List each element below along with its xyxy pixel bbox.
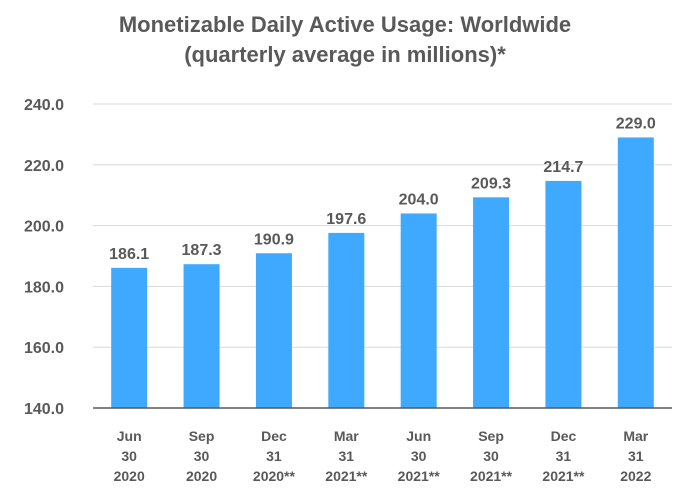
data-label: 204.0	[399, 191, 439, 208]
bar	[111, 267, 148, 408]
x-tick-label: Dec	[551, 428, 577, 444]
data-label: 190.9	[254, 231, 294, 248]
x-tick-label: 30	[121, 448, 137, 464]
x-tick-label: 31	[339, 448, 355, 464]
x-tick-label: 2021**	[325, 468, 368, 484]
x-tick-label: 2021**	[398, 468, 441, 484]
bar	[473, 197, 510, 408]
x-tick-label: 30	[483, 448, 499, 464]
bar	[255, 253, 292, 408]
data-label: 214.7	[543, 159, 583, 176]
bar	[400, 213, 437, 408]
x-tick-label: Mar	[623, 428, 648, 444]
x-tick-label: 31	[266, 448, 282, 464]
data-label: 229.0	[616, 115, 656, 132]
x-tick-label: Dec	[261, 428, 287, 444]
x-tick-label: Sep	[189, 428, 215, 444]
x-tick-label: Jun	[406, 428, 431, 444]
x-tick-label: 2020**	[253, 468, 296, 484]
x-tick-label: 31	[628, 448, 644, 464]
bar	[328, 232, 365, 408]
x-tick-label: 2021**	[542, 468, 585, 484]
x-tick-label: Sep	[478, 428, 504, 444]
data-label: 186.1	[109, 246, 149, 263]
data-label: 187.3	[182, 242, 222, 259]
data-label: 209.3	[471, 175, 511, 192]
y-tick-label: 140.0	[24, 401, 64, 418]
x-tick-label: 2020	[114, 468, 145, 484]
x-tick-label: 2021**	[470, 468, 513, 484]
bar	[617, 137, 654, 408]
y-tick-label: 240.0	[24, 97, 64, 114]
y-tick-label: 160.0	[24, 340, 64, 357]
y-tick-label: 220.0	[24, 158, 64, 175]
x-tick-label: Mar	[334, 428, 359, 444]
bar	[183, 264, 220, 408]
chart-title: Monetizable Daily Active Usage: Worldwid…	[118, 12, 572, 37]
bar	[545, 180, 582, 408]
chart-subtitle: (quarterly average in millions)*	[184, 42, 506, 67]
y-tick-label: 200.0	[24, 219, 64, 236]
x-tick-label: 31	[556, 448, 572, 464]
y-tick-label: 180.0	[24, 279, 64, 296]
x-tick-label: 2020	[186, 468, 217, 484]
data-label: 197.6	[326, 211, 366, 228]
x-tick-label: 2022	[620, 468, 651, 484]
x-tick-label: Jun	[117, 428, 142, 444]
x-tick-label: 30	[411, 448, 427, 464]
x-tick-label: 30	[194, 448, 210, 464]
